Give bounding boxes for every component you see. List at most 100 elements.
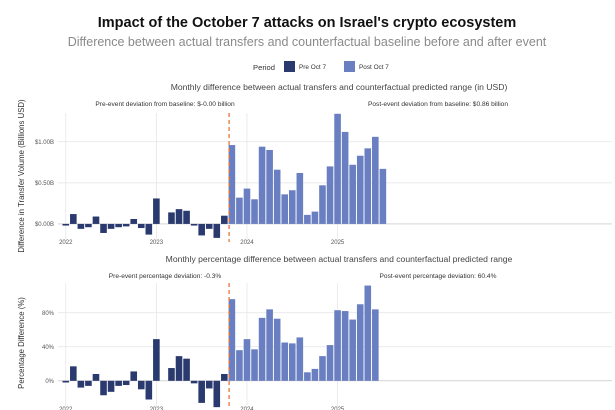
panel2-bar-pre [130,371,138,381]
panel2-bar-pre [70,366,77,381]
panel1-x-tick-label: 2022 [59,240,73,246]
panel2-bar-pre [77,380,85,388]
panel2-bar-post [273,318,281,381]
panel2-x-tick-label: 2022 [59,407,73,410]
panel2-bar-post [356,304,364,381]
panel1-bar-post [364,148,372,224]
panel1-x-tick-label: 2025 [331,240,345,246]
panel1-bar-pre [77,223,85,229]
panel1-bar-pre [205,223,213,229]
panel2-bar-pre [100,380,107,396]
panel2-bar-pre [92,373,100,381]
legend-title: Period [253,63,275,72]
panel2-bar-post [349,319,356,381]
panel1-bar-post [372,136,379,224]
panel1-bar-pre [100,223,107,233]
panel2-bar-post [236,350,243,381]
panel2-bar-pre [62,380,70,383]
panel2-bar-post [372,309,379,381]
panel2-bar-post [326,345,334,381]
panel1-bar-pre [145,223,153,235]
panel1-y-tick-label: $0.00B [35,222,54,228]
panel1-post-annotation: Post-event deviation from baseline: $0.8… [368,101,508,108]
panel2-bar-pre [175,356,183,381]
panel2-bar-post [319,356,326,381]
panel1-bar-post [273,169,281,224]
panel1-bar-post [281,194,289,224]
panel2-bar-post [266,309,273,381]
panel2-bar-post [251,349,258,381]
panel2-title: Monthly percentage difference between ac… [166,254,513,264]
panel2-bar-pre [205,380,213,389]
legend-swatch-post [344,61,355,72]
panel2-bar-post [334,310,341,381]
legend-label-pre: Pre Oct 7 [299,64,326,71]
panel2-bar-pre [145,380,153,400]
panel2-y-tick-label: 40% [42,345,55,351]
panel1-plot: 2022 2023 2024 2025 $0.00B $0.50B $1.00B [35,113,612,246]
panel1-bar-post [304,214,311,224]
panel1-bar-post [349,164,356,224]
panel1-bar-pre [85,223,92,228]
panel1-bar-pre [122,223,130,227]
panel2-bar-pre [153,339,160,381]
panel2-bar-post [288,343,296,381]
panel1-bar-post [341,131,349,224]
panel2-y-tick-label: 80% [42,311,55,317]
panel1-bar-post [296,172,304,224]
panel2-bar-post [258,317,266,381]
panel1-bar-pre [198,223,205,236]
panel1-bar-post [258,146,266,224]
panel1-pre-annotation: Pre-event deviation from baseline: $-0.0… [95,101,235,108]
panel1-y-tick-label: $1.00B [35,140,54,146]
panel1-bar-pre [70,214,77,224]
panel2-y-tick-label: 0% [45,379,54,385]
panel1-bar-pre [175,209,183,224]
panel1-bar-pre [221,215,228,224]
panel1-bar-pre [130,218,138,224]
panel1-bar-pre [153,198,160,224]
panel2-bar-pre [137,380,145,390]
panel1-bar-pre [213,223,221,238]
panel1-bar-post [236,197,243,224]
panel2-bar-pre [190,380,198,384]
legend-swatch-pre [284,61,295,72]
panel2-bar-post [304,372,311,381]
chart-subtitle: Difference between actual transfers and … [68,35,547,49]
legend: Period Pre Oct 7 Post Oct 7 [253,61,389,72]
panel2-x-tick-label: 2025 [331,407,345,410]
panel1-bar-post [326,166,334,224]
panel2-bar-pre [168,368,175,381]
panel2-bar-pre [221,373,228,381]
panel1-bar-post [288,190,296,224]
panel1-bar-pre [183,210,190,224]
panel2-post-annotation: Post-event percentage deviation: 60.4% [380,273,497,280]
panel1-bar-post [251,199,258,224]
panel2-bar-post [243,339,251,381]
panel1-x-tick-label: 2024 [240,240,254,246]
panel1-title: Monthly difference between actual transf… [171,82,508,92]
panel1-y-axis-label: Difference in Transfer Volume (Billions … [17,99,26,253]
panel2-bar-pre [183,358,190,381]
panel1-y-tick-label: $0.50B [35,181,54,187]
panel1-bar-pre [62,223,70,226]
panel1-bar-pre [92,216,100,224]
chart-title: Impact of the October 7 attacks on Israe… [98,15,516,31]
panel1-x-tick-label: 2023 [150,240,164,246]
panel2-bar-pre [115,380,122,386]
panel2-bar-pre [198,380,205,403]
panel1-bar-pre [107,223,115,229]
legend-label-post: Post Oct 7 [359,64,389,71]
panel1-bar-pre [168,212,175,224]
panel1-bar-pre [190,223,198,226]
panel2-x-tick-label: 2024 [240,407,254,410]
panel2-bar-post [228,299,236,381]
panel1-bar-post [266,149,273,224]
panel2-plot: 2022 2023 2024 2025 0% 40% 80% [42,283,612,410]
panel1-bar-pre [137,223,145,229]
panel2-bar-pre [107,380,115,392]
panel2-x-tick-label: 2023 [150,407,164,410]
panel2-y-axis-label: Percentage Difference (%) [17,297,26,389]
panel1-bar-post [334,113,341,224]
